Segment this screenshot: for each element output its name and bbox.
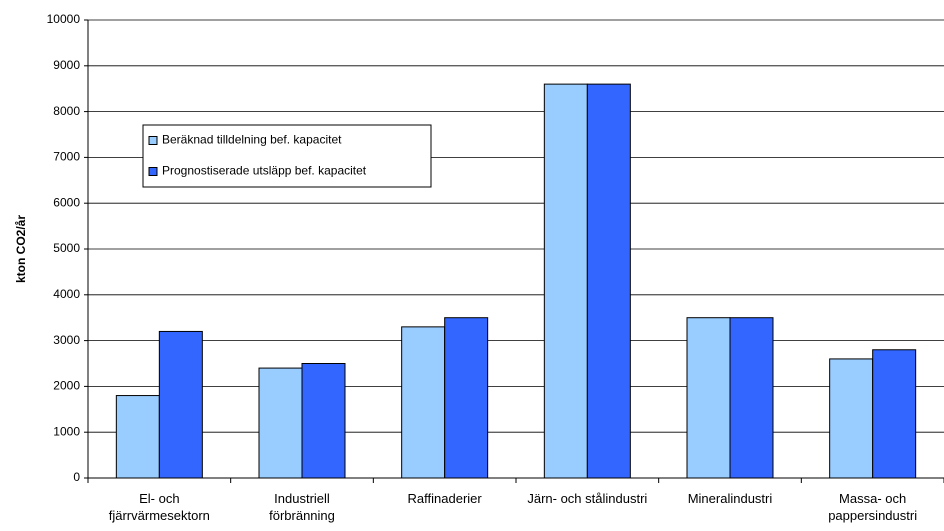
bar [829,358,874,479]
y-tick-label: 5000 [53,241,80,255]
bar [115,395,160,479]
bar [158,330,203,479]
y-tick-label: 0 [73,470,80,484]
y-tick-label: 7000 [53,150,80,164]
bar [301,363,346,479]
bar [686,317,731,479]
y-tick-label: 6000 [53,195,80,209]
y-tick-label: 3000 [53,333,80,347]
y-tick-label: 2000 [53,379,80,393]
bar [258,367,303,479]
y-tick-label: 1000 [53,424,80,438]
legend-box [142,124,432,188]
bar [444,317,489,479]
bar [401,326,446,479]
legend-label: Beräknad tilldelning bef. kapacitet [162,133,342,147]
x-tick-label: El- och fjärrvärmesektorn [108,491,210,523]
legend-swatch [148,136,158,145]
legend-swatch [148,167,158,176]
y-tick-label: 4000 [53,287,80,301]
legend-label: Prognostiserade utsläpp bef. kapacitet [162,164,367,178]
y-tick-label: 9000 [53,58,80,72]
x-tick-label: Industriell förbränning [269,491,335,523]
y-tick-label: 10000 [47,12,81,26]
y-axis-label: kton CO2/år [14,215,28,283]
bar [543,83,588,479]
x-tick-label: Massa- och pappersindustri [828,491,918,523]
x-tick-label: Järn- och stålindustri [527,491,648,506]
bar [872,349,917,479]
x-tick-label: Mineralindustri [687,491,773,506]
bar [586,83,631,479]
x-tick-label: Raffinaderier [407,491,482,506]
bar [729,317,774,479]
y-tick-label: 8000 [53,104,80,118]
